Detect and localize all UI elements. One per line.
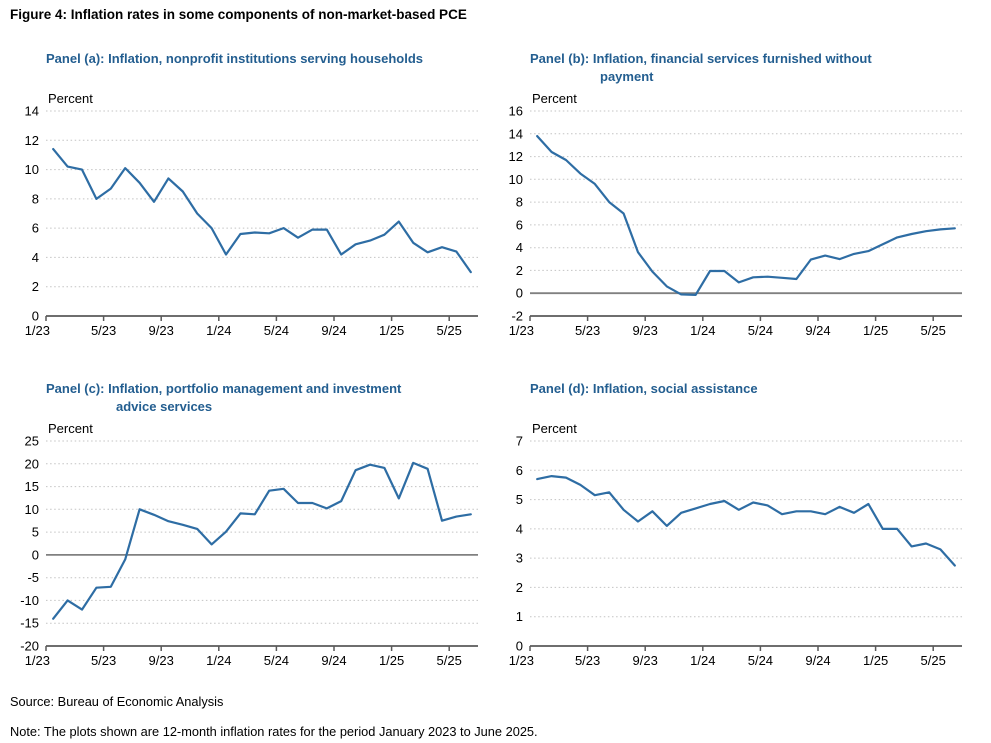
panel-a-line-chart: 0 2 4 6 8 10 12 14 1/23 5/23 9/23 1/24 5/24 9/24 1/25 5… bbox=[25, 91, 478, 338]
y-tick-label: 6 bbox=[516, 217, 523, 232]
y-tick-label: 4 bbox=[516, 240, 523, 255]
panel-d-title: Panel (d): Inflation, social assistance bbox=[530, 381, 758, 396]
x-tick-label: 5/23 bbox=[91, 323, 116, 338]
x-tick-label: 1/23 bbox=[25, 323, 50, 338]
y-tick-label: 2 bbox=[516, 580, 523, 595]
y-tick-label: 3 bbox=[516, 551, 523, 566]
y-tick-label: 0 bbox=[516, 286, 523, 301]
x-tick-label: 1/25 bbox=[863, 323, 888, 338]
panel-c-title: Panel (c): Inflation, portfolio manageme… bbox=[46, 381, 402, 414]
figure-note: Note: The plots shown are 12-month infla… bbox=[10, 724, 538, 739]
x-tick-label: 9/24 bbox=[805, 653, 830, 668]
y-tick-label: 4 bbox=[32, 250, 39, 265]
y-tick-label: 12 bbox=[509, 149, 523, 164]
y-tick-label: -10 bbox=[20, 593, 39, 608]
inflation-series-line bbox=[52, 461, 472, 620]
x-tick-label: 9/23 bbox=[633, 323, 658, 338]
y-tick-label: 12 bbox=[25, 133, 39, 148]
panel-b-title: Panel (b): Inflation, financial services… bbox=[530, 51, 872, 84]
x-tick-label: 5/25 bbox=[921, 653, 946, 668]
y-tick-label: 15 bbox=[25, 479, 39, 494]
y-tick-label: 10 bbox=[509, 172, 523, 187]
y-axis-unit-label: Percent bbox=[48, 421, 93, 436]
y-tick-label: 0 bbox=[516, 639, 523, 654]
x-tick-label: 1/25 bbox=[863, 653, 888, 668]
y-tick-label: 25 bbox=[25, 434, 39, 449]
source-note: Source: Bureau of Economic Analysis bbox=[10, 694, 224, 709]
x-tick-label: 1/24 bbox=[206, 323, 231, 338]
x-tick-label: 5/24 bbox=[264, 323, 289, 338]
y-tick-label: 2 bbox=[32, 279, 39, 294]
x-tick-label: 1/23 bbox=[25, 653, 50, 668]
y-tick-label: 4 bbox=[516, 521, 523, 536]
x-tick-label: 1/25 bbox=[379, 323, 404, 338]
y-tick-label: 6 bbox=[516, 463, 523, 478]
y-tick-label: 10 bbox=[25, 502, 39, 517]
x-tick-label: 1/25 bbox=[379, 653, 404, 668]
x-tick-label: 1/24 bbox=[690, 653, 715, 668]
y-tick-label: 14 bbox=[25, 104, 39, 119]
y-tick-label: 8 bbox=[32, 191, 39, 206]
x-tick-label: 5/25 bbox=[437, 323, 462, 338]
x-tick-label: 9/23 bbox=[633, 653, 658, 668]
y-tick-label: 10 bbox=[25, 162, 39, 177]
x-tick-label: 5/23 bbox=[575, 653, 600, 668]
x-tick-label: 9/24 bbox=[805, 323, 830, 338]
y-tick-label: -5 bbox=[27, 570, 39, 585]
y-tick-label: 0 bbox=[32, 309, 39, 324]
y-tick-label: 2 bbox=[516, 263, 523, 278]
x-tick-label: 1/23 bbox=[509, 653, 534, 668]
y-tick-label: -2 bbox=[511, 309, 523, 324]
x-tick-label: 5/25 bbox=[921, 323, 946, 338]
y-tick-label: -15 bbox=[20, 616, 39, 631]
y-tick-label: 5 bbox=[32, 525, 39, 540]
panel-b-line-chart: -2 0 2 4 6 8 10 12 14 16 1/23 5/23 9/23 1/24 5/24 9/24 1… bbox=[509, 91, 962, 338]
x-tick-label: 9/23 bbox=[149, 653, 174, 668]
x-tick-label: 1/23 bbox=[509, 323, 534, 338]
y-tick-label: 1 bbox=[516, 609, 523, 624]
inflation-series-line bbox=[52, 147, 472, 274]
y-tick-label: 7 bbox=[516, 434, 523, 449]
x-tick-label: 1/24 bbox=[690, 323, 715, 338]
y-tick-label: 8 bbox=[516, 195, 523, 210]
y-tick-label: 5 bbox=[516, 492, 523, 507]
panel-a-title: Panel (a): Inflation, nonprofit institut… bbox=[46, 51, 423, 66]
x-tick-label: 9/23 bbox=[149, 323, 174, 338]
x-tick-label: 5/25 bbox=[437, 653, 462, 668]
x-tick-label: 5/24 bbox=[748, 323, 773, 338]
panel-c-line-chart: -20 -15 -10 -5 0 5 10 15 20 25 1/23 5/23 9/23 1/24 5/2… bbox=[20, 421, 478, 668]
y-tick-label: -20 bbox=[20, 639, 39, 654]
inflation-series-line bbox=[536, 134, 956, 296]
x-tick-label: 9/24 bbox=[321, 323, 346, 338]
x-tick-label: 5/23 bbox=[91, 653, 116, 668]
figure-title: Figure 4: Inflation rates in some compon… bbox=[10, 7, 467, 22]
inflation-series-line bbox=[536, 474, 956, 567]
panel-d-line-chart: 0 1 2 3 4 5 6 7 1/23 5/23 9/23 1/24 5/24 9/24 1/25 5/25… bbox=[509, 421, 962, 668]
y-tick-label: 6 bbox=[32, 221, 39, 236]
x-tick-label: 5/24 bbox=[264, 653, 289, 668]
x-tick-label: 1/24 bbox=[206, 653, 231, 668]
y-axis-unit-label: Percent bbox=[532, 421, 577, 436]
y-tick-label: 0 bbox=[32, 547, 39, 562]
x-tick-label: 9/24 bbox=[321, 653, 346, 668]
y-axis-unit-label: Percent bbox=[48, 91, 93, 106]
y-axis-unit-label: Percent bbox=[532, 91, 577, 106]
x-tick-label: 5/24 bbox=[748, 653, 773, 668]
y-tick-label: 14 bbox=[509, 126, 523, 141]
x-tick-label: 5/23 bbox=[575, 323, 600, 338]
y-tick-label: 20 bbox=[25, 456, 39, 471]
y-tick-label: 16 bbox=[509, 104, 523, 119]
